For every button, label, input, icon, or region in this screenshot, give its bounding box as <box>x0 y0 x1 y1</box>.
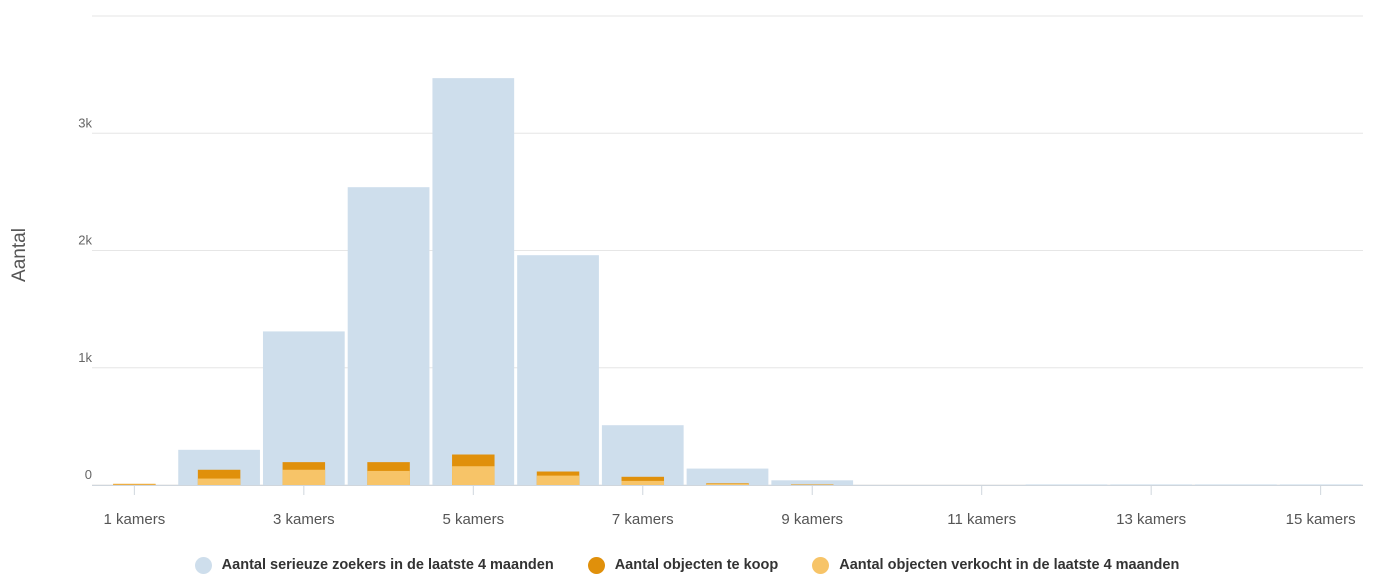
bar-verkocht <box>197 478 241 485</box>
bar-verkocht <box>621 480 665 485</box>
x-tick-label: 9 kamers <box>781 511 843 528</box>
legend-dot-icon <box>587 556 605 574</box>
y-axis-title: Aantal <box>9 228 30 282</box>
y-tick-label: 2k <box>78 233 92 248</box>
bar-zoekers <box>771 480 854 485</box>
x-tick-label: 13 kamers <box>1116 511 1186 528</box>
bar-zoekers <box>1110 484 1193 485</box>
bar-zoekers <box>347 187 430 485</box>
bar-zoekers <box>1279 484 1362 485</box>
x-tick-label: 11 kamers <box>947 511 1016 528</box>
bars <box>113 78 1362 485</box>
x-tick-label: 7 kamers <box>612 511 674 528</box>
legend-label: Aantal objecten te koop <box>614 557 779 573</box>
bar-te-koop <box>790 484 834 485</box>
bar-verkocht <box>536 475 580 485</box>
bar-verkocht <box>706 483 749 485</box>
x-tick-label: 5 kamers <box>442 511 504 528</box>
bar-verkocht <box>367 470 410 485</box>
legend-dot-icon <box>812 556 830 574</box>
bar-zoekers <box>1195 484 1277 485</box>
legend: Aantal serieuze zoekers in de laatste 4 … <box>0 553 1374 577</box>
legend-item-te-koop[interactable]: Aantal objecten te koop <box>587 556 779 574</box>
legend-dot-icon <box>194 556 212 574</box>
bar-verkocht <box>452 466 495 485</box>
y-tick-label: 1k <box>78 350 92 365</box>
legend-item-zoekers[interactable]: Aantal serieuze zoekers in de laatste 4 … <box>194 556 554 574</box>
bar-zoekers <box>262 331 345 485</box>
legend-label: Aantal serieuze zoekers in de laatste 4 … <box>221 557 554 573</box>
bar-zoekers <box>1025 484 1108 485</box>
y-tick-label: 0 <box>85 467 92 482</box>
legend-label: Aantal objecten verkocht in de laatste 4… <box>839 557 1180 573</box>
x-axis: 1 kamers 3 kamers 5 kamers 7 kamers 9 kamers… <box>92 485 1363 528</box>
x-tick-label: 1 kamers <box>104 511 166 528</box>
x-tick-label: 15 kamers <box>1286 511 1356 528</box>
bar-zoekers <box>517 255 599 485</box>
y-axis: 0 1k 2k 3k <box>78 115 92 482</box>
bar-verkocht <box>113 484 156 485</box>
bar-zoekers <box>601 425 684 485</box>
y-tick-label: 3k <box>78 115 92 130</box>
x-tick-label: 3 kamers <box>273 511 335 528</box>
bar-zoekers <box>686 468 769 485</box>
legend-item-verkocht[interactable]: Aantal objecten verkocht in de laatste 4… <box>812 556 1180 574</box>
bar-verkocht <box>282 469 326 485</box>
bar-zoekers <box>432 78 515 485</box>
